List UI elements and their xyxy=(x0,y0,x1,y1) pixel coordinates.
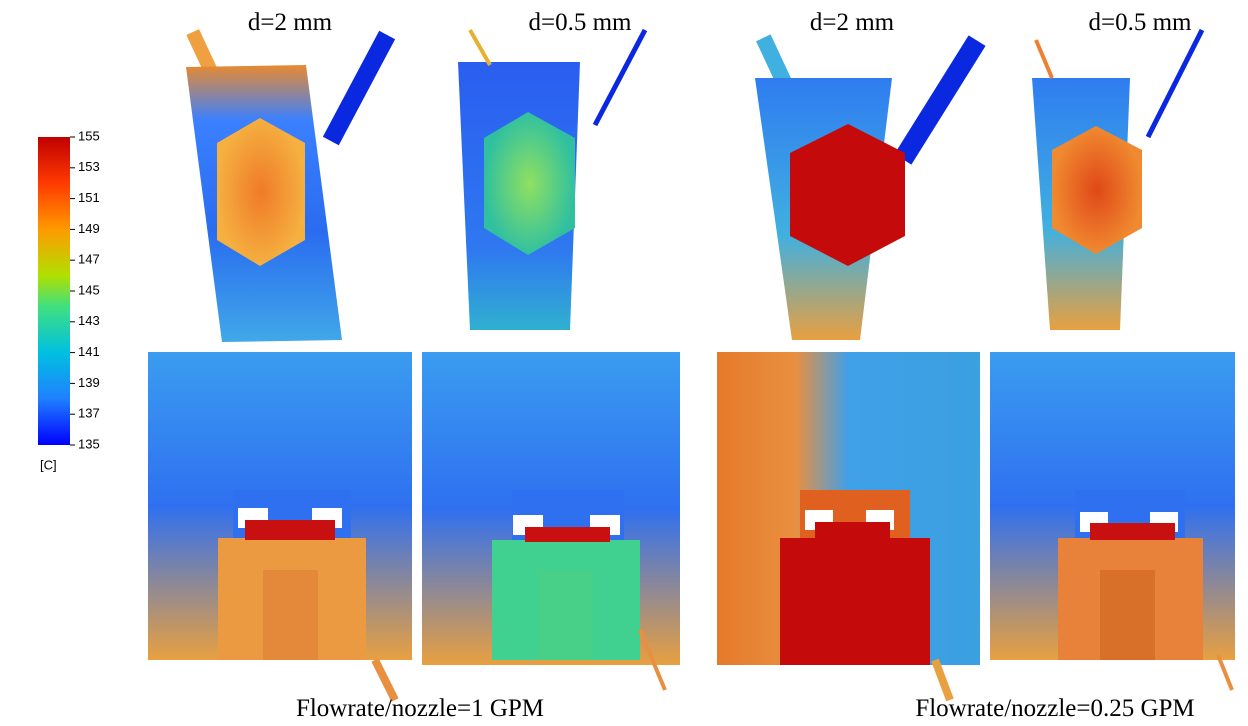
colorbar-tick-label: 149 xyxy=(78,221,100,236)
contour-top xyxy=(1032,30,1202,330)
colorbar-tick-label: 139 xyxy=(78,375,100,390)
colorbar-tick-label: 155 xyxy=(78,128,100,143)
contour-bottom xyxy=(148,352,412,700)
contour-top xyxy=(458,30,645,330)
panel-title: d=2 mm xyxy=(248,9,333,36)
figure: [C] 155 153 151 149 147 145 143 141 139 137 135 d=… xyxy=(0,0,1248,726)
contour-bottom xyxy=(422,352,680,690)
contour-top xyxy=(186,29,395,342)
contour-top xyxy=(755,34,986,340)
contour-bottom xyxy=(990,352,1235,690)
caption: Flowrate/nozzle=1 GPM xyxy=(296,695,544,722)
caption: Flowrate/nozzle=0.25 GPM xyxy=(915,695,1194,722)
colorbar-tick-label: 151 xyxy=(78,190,100,205)
colorbar-tick-label: 135 xyxy=(78,436,100,451)
contour-bottom xyxy=(717,352,980,700)
panel-title: d=0.5 mm xyxy=(529,9,633,36)
colorbar-tick-label: 153 xyxy=(78,159,100,174)
colorbar-tick-label: 137 xyxy=(78,406,100,421)
colorbar-tick-label: 141 xyxy=(78,344,100,359)
panel-title: d=0.5 mm xyxy=(1089,9,1193,36)
colorbar xyxy=(38,137,70,445)
colorbar-label: [C] xyxy=(40,457,57,472)
colorbar-tick-label: 147 xyxy=(78,252,100,267)
colorbar-tick-label: 145 xyxy=(78,282,100,297)
panel-title: d=2 mm xyxy=(810,9,895,36)
colorbar-tick-label: 143 xyxy=(78,313,100,328)
